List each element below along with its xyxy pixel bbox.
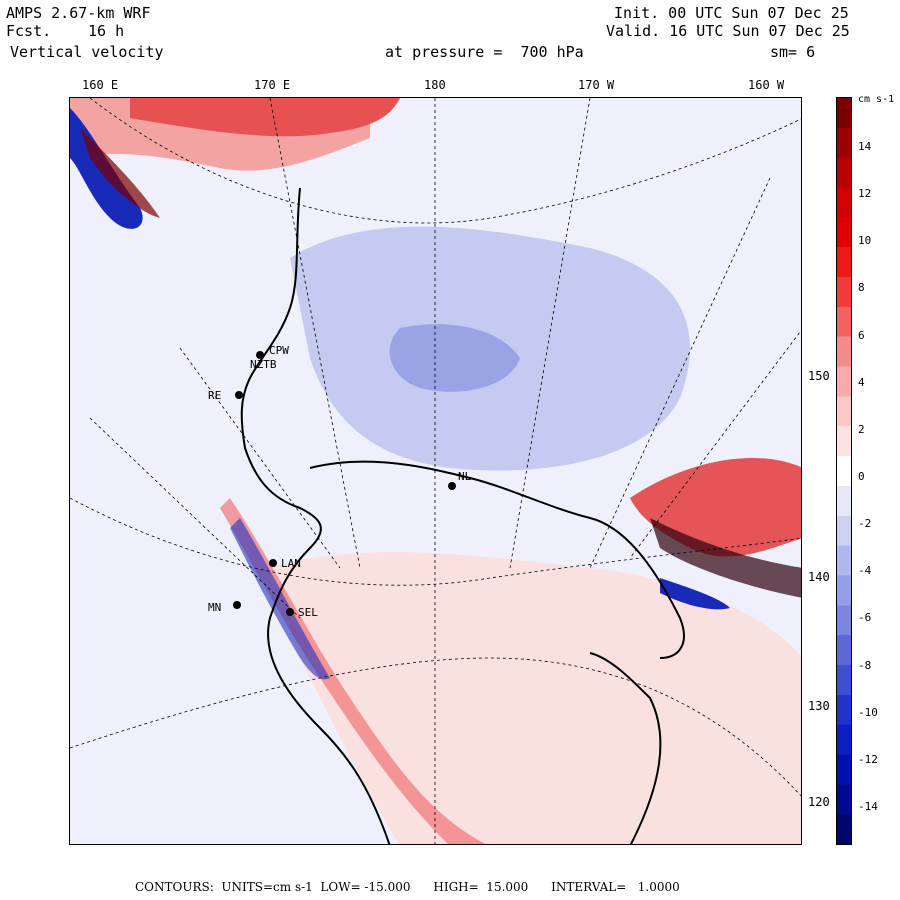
field-name: Vertical velocity bbox=[10, 43, 164, 61]
station-marker bbox=[233, 601, 241, 609]
station-marker bbox=[235, 391, 243, 399]
station-marker bbox=[256, 351, 264, 359]
station-marker bbox=[286, 608, 294, 616]
station-marker bbox=[269, 559, 277, 567]
station-label: NZTB bbox=[250, 358, 277, 371]
forecast-label: Fcst. bbox=[6, 22, 52, 40]
forecast-value: 16 h bbox=[88, 22, 125, 40]
lon-label: 180 bbox=[424, 78, 446, 92]
colorbar-units: cm s-1 bbox=[858, 94, 895, 105]
lat-label: 120 W bbox=[808, 795, 845, 809]
colorbar-tick: 2 bbox=[858, 422, 865, 436]
station-marker bbox=[448, 482, 456, 490]
colorbar-tick: -8 bbox=[858, 658, 872, 672]
lon-label: 170 E bbox=[254, 78, 291, 92]
init-time: Init. 00 UTC Sun 07 Dec 25 bbox=[614, 4, 849, 22]
valid-time: Valid. 16 UTC Sun 07 Dec 25 bbox=[606, 22, 850, 40]
lon-label: 160 W bbox=[748, 78, 785, 92]
colorbar-tick: 10 bbox=[858, 234, 872, 248]
map-graphic bbox=[70, 98, 801, 844]
colorbar-tick: -14 bbox=[858, 800, 878, 813]
colorbar-tick: 6 bbox=[858, 328, 865, 342]
lat-label: 150 W bbox=[808, 369, 845, 383]
station-label: MN bbox=[208, 601, 222, 614]
colorbar-tick: -10 bbox=[858, 705, 878, 719]
station-label: CPW bbox=[269, 344, 289, 357]
colorbar-tick: 0 bbox=[858, 470, 865, 483]
station-label: LAN bbox=[281, 557, 301, 570]
map-panel[interactable]: CPW NZTB RE LAN SEL MN NL bbox=[69, 97, 802, 845]
lat-label: 130 W bbox=[808, 699, 845, 713]
colorbar-tick: -2 bbox=[858, 517, 872, 531]
colorbar-tick: 4 bbox=[858, 375, 865, 389]
colorbar-tick: -12 bbox=[858, 752, 878, 766]
station-label: RE bbox=[208, 389, 222, 402]
colorbar-tick: 12 bbox=[858, 187, 872, 201]
colorbar-tick: -4 bbox=[858, 564, 872, 578]
colorbar-tick: -6 bbox=[858, 611, 872, 625]
lon-label: 160 E bbox=[82, 78, 119, 92]
colorbar-tick: 14 bbox=[858, 140, 872, 153]
station-label: NL bbox=[458, 470, 472, 483]
colorbar-tick: 8 bbox=[858, 281, 865, 295]
footer-contours: CONTOURS: UNITS=cm s-1 LOW= -15.000 HIGH… bbox=[135, 880, 680, 894]
lon-label: 170 W bbox=[578, 78, 615, 92]
lat-label: 140 W bbox=[808, 570, 845, 584]
pressure-level: at pressure = 700 hPa bbox=[385, 43, 584, 61]
colorbar bbox=[836, 97, 852, 845]
station-label: SEL bbox=[298, 606, 318, 619]
smoothing: sm= 6 bbox=[770, 43, 816, 61]
model-title: AMPS 2.67-km WRF bbox=[6, 4, 151, 22]
